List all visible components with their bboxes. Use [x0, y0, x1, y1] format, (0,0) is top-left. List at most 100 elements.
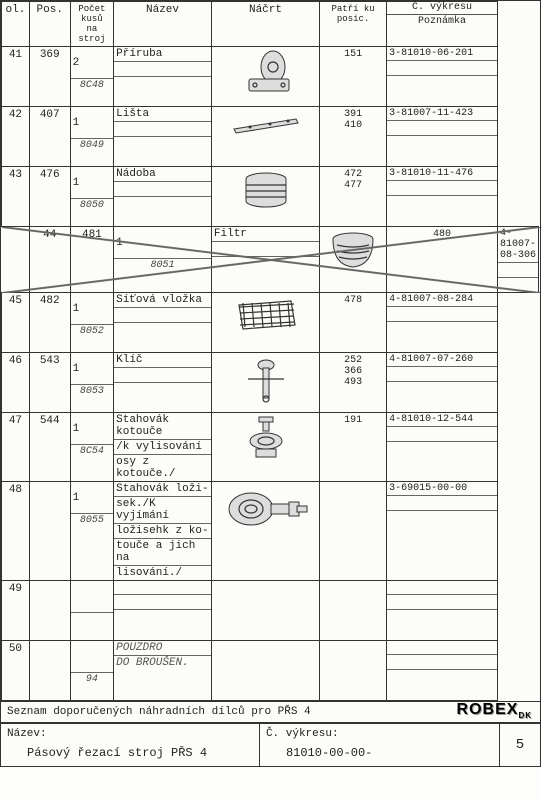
vykres-value: 3-69015-00-00 — [387, 482, 497, 496]
cell-sketch — [211, 581, 319, 641]
cell-nazev: Stahovák kotouče/k vylisováníosy z kotou… — [114, 413, 212, 482]
nazev-line: DO BROUŠEN. — [114, 656, 211, 670]
vykres-value: 3-81007-11-423 — [387, 107, 497, 121]
code-value: 8C48 — [71, 79, 113, 93]
cell-patri — [320, 641, 387, 701]
code-value: 8049 — [71, 139, 113, 153]
table-row: 50 94POUZDRODO BROUŠEN. — [2, 641, 540, 701]
qty-value: 2 — [71, 47, 113, 79]
code-value: 8050 — [71, 199, 113, 213]
cell-pos — [29, 482, 70, 581]
cell-sketch — [320, 227, 387, 293]
qty-value: 1 — [71, 413, 113, 445]
vykres-value — [387, 641, 497, 655]
cell-nazev: Klíč — [114, 353, 212, 413]
cell-patri: 191 — [320, 413, 387, 482]
cell-ol: 49 — [2, 581, 30, 641]
cell-pos — [29, 581, 70, 641]
cell-qty: 1 8055 — [70, 482, 113, 581]
header-nazev: Název — [114, 2, 212, 47]
nazev-line: lisování./ — [114, 566, 211, 580]
cell-pos: 407 — [29, 107, 70, 167]
cell-nazev: Nádoba — [114, 167, 212, 227]
vykres-value: 4-81007-08-306 — [498, 227, 538, 263]
cell-vykres: 3-81007-11-423 — [387, 107, 498, 167]
cell-qty: 1 8049 — [70, 107, 113, 167]
cell-patri: 480 — [387, 227, 498, 293]
header-row: ol. Pos. Počet kusů na stroj Název Náčrt… — [2, 2, 540, 47]
cell-vykres — [387, 641, 498, 701]
cell-nazev — [114, 581, 212, 641]
cell-pos: 543 — [29, 353, 70, 413]
cell-patri — [320, 482, 387, 581]
cell-ol: 44 — [29, 227, 70, 293]
footer-vykres-label: Č. výkresu: — [266, 728, 493, 740]
cell-nazev: Stahovák loži-sek./K vyjímáníložisehk z … — [114, 482, 212, 581]
header-pos: Pos. — [29, 2, 70, 47]
cell-sketch — [211, 107, 319, 167]
nazev-line: Příruba — [114, 47, 211, 62]
nazev-line: touče a jich na — [114, 539, 211, 566]
header-vykres: Č. výkresu Poznámka — [387, 2, 498, 47]
qty-value: 1 — [71, 167, 113, 199]
cell-pos: 481 — [70, 227, 113, 293]
cell-pos — [29, 641, 70, 701]
cell-ol: 48 — [2, 482, 30, 581]
qty-value: 1 — [71, 293, 113, 325]
vykres-value: 3-81010-06-201 — [387, 47, 497, 61]
cell-ol: 45 — [2, 293, 30, 353]
vykres-value — [387, 581, 497, 595]
cell-vykres: 4-81007-08-284 — [387, 293, 498, 353]
nazev-line: Lišta — [114, 107, 211, 122]
cell-vykres: 4-81010-12-544 — [387, 413, 498, 482]
footer-block: Název: Pásový řezací stroj PŘS 4 Č. výkr… — [1, 722, 540, 766]
vykres-value: 4-81007-08-284 — [387, 293, 497, 307]
nazev-line: Stahovák loži- — [114, 482, 211, 497]
nazev-line — [114, 581, 211, 595]
vykres-value: 4-81007-07-260 — [387, 353, 497, 367]
table-row: 434761 8050Nádoba 472 4773-81010-11-476 — [2, 167, 540, 227]
cell-qty: 1 8052 — [70, 293, 113, 353]
cell-qty: 94 — [70, 641, 113, 701]
nazev-line: Klíč — [114, 353, 211, 368]
cell-patri: 151 — [320, 47, 387, 107]
table-row: 444811 8051Filtr 4804-81007-08-306 — [2, 227, 540, 293]
footer-vykres-value: 81010-00-00- — [266, 740, 493, 762]
code-value: 8C54 — [71, 445, 113, 459]
nazev-line: osy z kotouče./ — [114, 455, 211, 481]
cell-ol: 46 — [2, 353, 30, 413]
table-row: 48 1 8055Stahovák loži-sek./K vyjímánílož… — [2, 482, 540, 581]
cell-ol: 43 — [2, 167, 30, 227]
cell-ol: 41 — [2, 47, 30, 107]
header-vykres-top: Č. výkresu — [387, 2, 497, 15]
cell-sketch — [211, 293, 319, 353]
cell-nazev: POUZDRODO BROUŠEN. — [114, 641, 212, 701]
nazev-line: Stahovák kotouče — [114, 413, 211, 440]
cell-qty — [70, 581, 113, 641]
cell-pos: 476 — [29, 167, 70, 227]
cell-qty: 1 8C54 — [70, 413, 113, 482]
cell-patri: 252 366 493 — [320, 353, 387, 413]
cell-nazev: Příruba — [114, 47, 212, 107]
footer-mid: Č. výkresu: 81010-00-00- — [260, 724, 500, 766]
cell-vykres: 3-81010-11-476 — [387, 167, 498, 227]
table-row: 475441 8C54Stahovák kotouče/k vylisování… — [2, 413, 540, 482]
nazev-line: ložisehk z ko- — [114, 524, 211, 539]
cell-pos: 482 — [29, 293, 70, 353]
cell-vykres: 4-81007-08-306 — [498, 227, 539, 293]
table-row: 465431 8053Klíč 252 366 4934-81007-07-26… — [2, 353, 540, 413]
header-vykres-bot: Poznámka — [387, 15, 497, 28]
qty-value: 1 — [71, 107, 113, 139]
page-container: ol. Pos. Počet kusů na stroj Název Náčrt… — [0, 0, 541, 767]
footer-left: Název: Pásový řezací stroj PŘS 4 — [1, 724, 260, 766]
qty-value — [71, 641, 113, 673]
robex-logo: ROBEXDK — [457, 701, 532, 720]
vykres-value: 3-81010-11-476 — [387, 167, 497, 181]
nazev-line: POUZDRO — [114, 641, 211, 656]
footer-note-text: Seznam doporučených náhradních dílců pro… — [7, 706, 311, 718]
cell-qty: 2 8C48 — [70, 47, 113, 107]
cell-nazev: Síťová vložka — [114, 293, 212, 353]
header-patri: Patří ku posic. — [320, 2, 387, 47]
nazev-line: Filtr — [212, 227, 319, 242]
table-row: 424071 8049Lišta 391 4103-81007-11-423 — [2, 107, 540, 167]
